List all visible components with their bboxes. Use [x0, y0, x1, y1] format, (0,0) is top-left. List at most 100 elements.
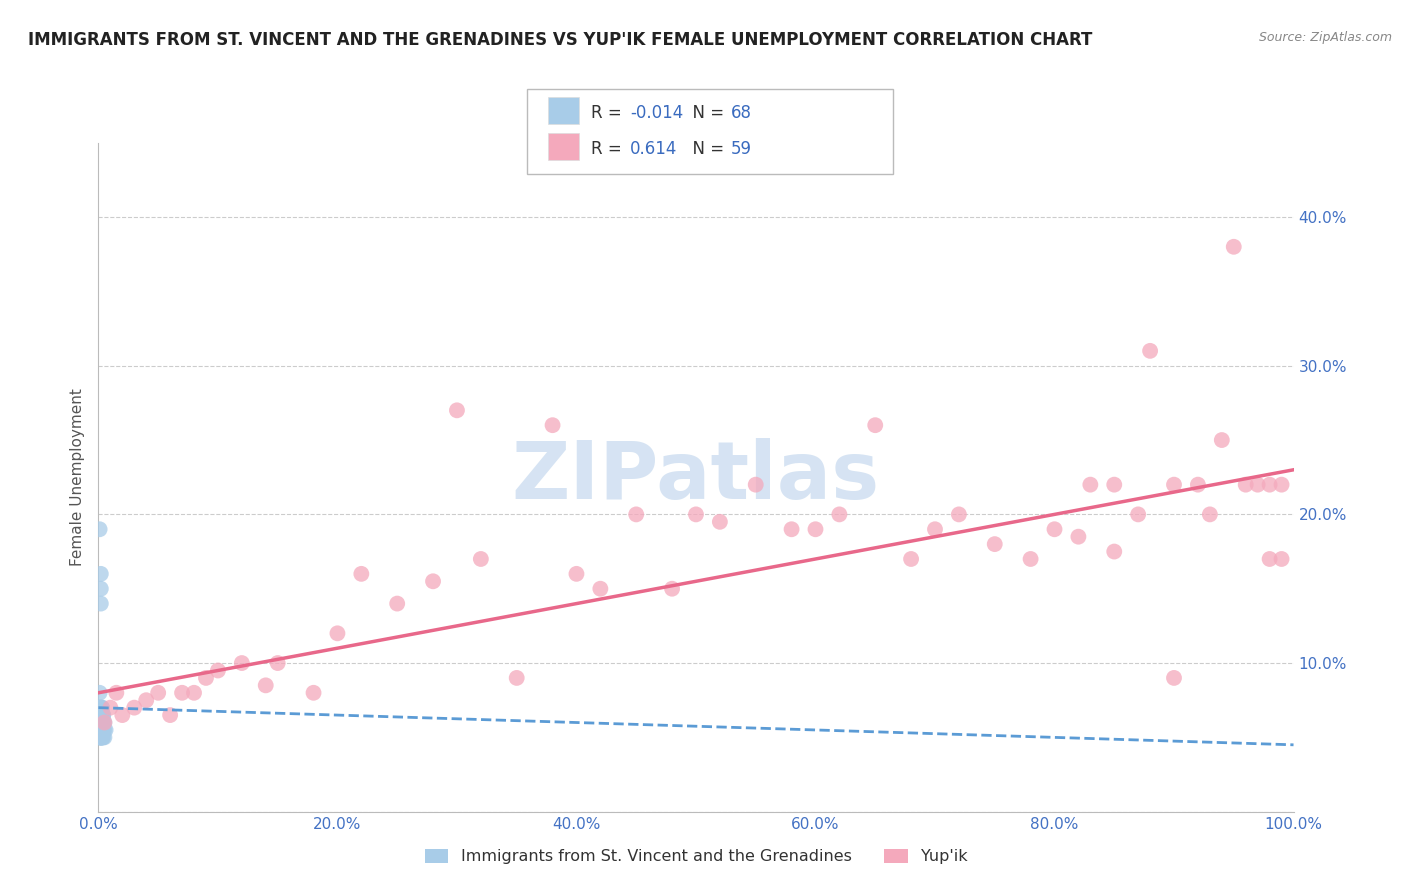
- Point: [90, 731, 112, 745]
- Point: [89, 715, 111, 730]
- Point: [1271, 477, 1294, 491]
- Point: [1102, 477, 1125, 491]
- Point: [506, 671, 529, 685]
- Point: [90, 708, 112, 723]
- Legend: Immigrants from St. Vincent and the Grenadines, Yup'ik: Immigrants from St. Vincent and the Gren…: [418, 842, 974, 871]
- Point: [98, 700, 122, 714]
- Point: [89, 686, 111, 700]
- Point: [207, 664, 229, 678]
- Point: [89, 715, 111, 730]
- Point: [90, 723, 112, 737]
- Point: [91, 708, 114, 723]
- Point: [541, 418, 564, 433]
- Point: [90, 731, 112, 745]
- Point: [1271, 552, 1294, 566]
- Point: [983, 537, 1005, 551]
- Text: 68: 68: [731, 104, 752, 122]
- Point: [91, 731, 114, 745]
- Point: [90, 723, 112, 737]
- Point: [326, 626, 349, 640]
- Text: R =: R =: [591, 140, 631, 158]
- Point: [685, 508, 707, 522]
- Point: [589, 582, 612, 596]
- Text: 59: 59: [731, 140, 752, 158]
- Point: [90, 597, 112, 611]
- Point: [780, 522, 803, 536]
- Point: [111, 708, 134, 723]
- Text: N =: N =: [682, 104, 730, 122]
- Point: [91, 723, 114, 737]
- Point: [624, 508, 647, 522]
- Point: [900, 552, 922, 566]
- Point: [231, 656, 253, 670]
- Point: [1258, 552, 1281, 566]
- Point: [89, 723, 111, 737]
- Point: [90, 731, 112, 745]
- Point: [89, 708, 111, 723]
- Point: [91, 715, 114, 730]
- Point: [91, 715, 114, 730]
- Point: [91, 708, 114, 723]
- Point: [91, 723, 114, 737]
- Text: N =: N =: [682, 140, 730, 158]
- Text: IMMIGRANTS FROM ST. VINCENT AND THE GRENADINES VS YUP'IK FEMALE UNEMPLOYMENT COR: IMMIGRANTS FROM ST. VINCENT AND THE GREN…: [28, 31, 1092, 49]
- Point: [1019, 552, 1042, 566]
- Text: ZIPatlas: ZIPatlas: [512, 438, 880, 516]
- Point: [302, 686, 325, 700]
- Point: [91, 700, 114, 714]
- Point: [90, 708, 112, 723]
- Point: [470, 552, 492, 566]
- Point: [709, 515, 731, 529]
- Point: [89, 708, 111, 723]
- Point: [89, 708, 111, 723]
- Point: [89, 708, 111, 723]
- Point: [863, 418, 886, 433]
- Point: [1187, 477, 1209, 491]
- Point: [91, 715, 114, 730]
- Point: [90, 723, 112, 737]
- Point: [1211, 433, 1233, 447]
- Point: [91, 715, 114, 730]
- Point: [1043, 522, 1066, 536]
- Point: [422, 574, 444, 589]
- Point: [91, 708, 114, 723]
- Point: [924, 522, 946, 536]
- Point: [90, 723, 112, 737]
- Text: 0.614: 0.614: [630, 140, 678, 158]
- Point: [1163, 671, 1185, 685]
- Point: [1163, 477, 1185, 491]
- Point: [89, 731, 111, 745]
- Point: [90, 715, 112, 730]
- Point: [93, 723, 115, 737]
- Point: [804, 522, 827, 536]
- Point: [91, 715, 114, 730]
- Point: [90, 708, 112, 723]
- Point: [89, 731, 111, 745]
- Point: [91, 723, 114, 737]
- Point: [89, 708, 111, 723]
- Point: [1234, 477, 1257, 491]
- Point: [89, 723, 111, 737]
- Point: [1198, 508, 1220, 522]
- Text: Source: ZipAtlas.com: Source: ZipAtlas.com: [1258, 31, 1392, 45]
- Point: [267, 656, 290, 670]
- Point: [1246, 477, 1268, 491]
- Point: [91, 731, 114, 745]
- Point: [89, 700, 111, 714]
- Point: [565, 566, 588, 581]
- Point: [91, 700, 114, 714]
- Point: [89, 715, 111, 730]
- Point: [124, 700, 146, 714]
- Point: [90, 731, 112, 745]
- Point: [93, 715, 115, 730]
- Point: [135, 693, 157, 707]
- Point: [1258, 477, 1281, 491]
- Point: [828, 508, 851, 522]
- Point: [93, 731, 115, 745]
- Point: [1102, 544, 1125, 558]
- Point: [105, 686, 128, 700]
- Point: [90, 723, 112, 737]
- Point: [385, 597, 409, 611]
- Point: [91, 723, 114, 737]
- Point: [446, 403, 468, 417]
